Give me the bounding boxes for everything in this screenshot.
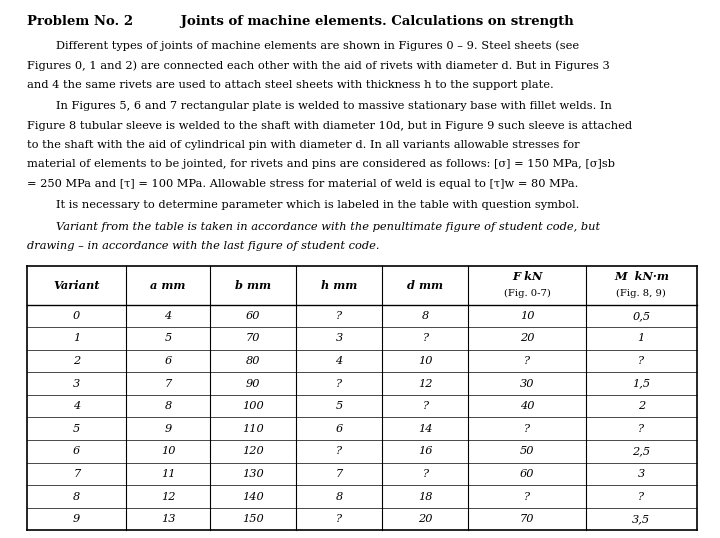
Text: 5: 5 xyxy=(336,401,343,411)
Text: 70: 70 xyxy=(520,514,534,524)
Text: 8: 8 xyxy=(164,401,171,411)
Text: ?: ? xyxy=(638,356,644,366)
Text: (Fig. 0-7): (Fig. 0-7) xyxy=(503,289,551,298)
Text: drawing – in accordance with the last figure of student code.: drawing – in accordance with the last fi… xyxy=(27,241,380,251)
Text: 7: 7 xyxy=(164,379,171,388)
Text: 7: 7 xyxy=(73,469,81,479)
Text: 8: 8 xyxy=(336,492,343,501)
Text: 3: 3 xyxy=(336,334,343,343)
Text: It is necessary to determine parameter which is labeled in the table with questi: It is necessary to determine parameter w… xyxy=(27,200,580,210)
Text: 140: 140 xyxy=(242,492,264,501)
Text: ?: ? xyxy=(423,469,428,479)
Text: ?: ? xyxy=(638,424,644,434)
Text: 20: 20 xyxy=(418,514,433,524)
Text: Variant from the table is taken in accordance with the penultimate figure of stu: Variant from the table is taken in accor… xyxy=(27,222,600,232)
Text: In Figures 5, 6 and 7 rectangular plate is welded to massive stationary base wit: In Figures 5, 6 and 7 rectangular plate … xyxy=(27,101,612,111)
Text: 20: 20 xyxy=(520,334,534,343)
Text: = 250 MPa and [τ] = 100 MPa. Allowable stress for material of weld is equal to [: = 250 MPa and [τ] = 100 MPa. Allowable s… xyxy=(27,179,579,189)
Text: 10: 10 xyxy=(520,311,534,321)
Text: 8: 8 xyxy=(73,492,81,501)
Text: 3: 3 xyxy=(638,469,645,479)
Text: 3: 3 xyxy=(73,379,81,388)
Text: 2: 2 xyxy=(638,401,645,411)
Text: Figures 0, 1 and 2) are connected each other with the aid of rivets with diamete: Figures 0, 1 and 2) are connected each o… xyxy=(27,60,610,71)
Text: 18: 18 xyxy=(418,492,433,501)
Text: Different types of joints of machine elements are shown in Figures 0 – 9. Steel : Different types of joints of machine ele… xyxy=(27,41,580,52)
Text: 0: 0 xyxy=(73,311,81,321)
Text: 9: 9 xyxy=(164,424,171,434)
Text: Figure 8 tubular sleeve is welded to the shaft with diameter 10d, but in Figure : Figure 8 tubular sleeve is welded to the… xyxy=(27,121,632,131)
Text: ?: ? xyxy=(423,401,428,411)
Text: 130: 130 xyxy=(242,469,264,479)
Text: 110: 110 xyxy=(242,424,264,434)
Text: 3,5: 3,5 xyxy=(632,514,650,524)
Text: 80: 80 xyxy=(246,356,260,366)
Text: a mm: a mm xyxy=(150,280,186,291)
Text: 60: 60 xyxy=(520,469,534,479)
Text: 6: 6 xyxy=(164,356,171,366)
Text: d mm: d mm xyxy=(408,280,444,291)
Text: 6: 6 xyxy=(73,447,81,456)
Text: and 4 the same rivets are used to attach steel sheets with thickness h to the su: and 4 the same rivets are used to attach… xyxy=(27,80,554,90)
Text: 8: 8 xyxy=(422,311,429,321)
Text: 2,5: 2,5 xyxy=(632,447,650,456)
Text: Joints of machine elements. Calculations on strength: Joints of machine elements. Calculations… xyxy=(153,15,574,28)
Text: 5: 5 xyxy=(73,424,81,434)
Text: M  kN·m: M kN·m xyxy=(614,271,669,282)
Text: ?: ? xyxy=(336,311,342,321)
Text: ?: ? xyxy=(336,514,342,524)
Text: 10: 10 xyxy=(161,447,175,456)
Text: ?: ? xyxy=(423,334,428,343)
Text: 7: 7 xyxy=(336,469,343,479)
Text: 40: 40 xyxy=(520,401,534,411)
Text: 1,5: 1,5 xyxy=(632,379,650,388)
Text: 0,5: 0,5 xyxy=(632,311,650,321)
Text: 13: 13 xyxy=(161,514,175,524)
Text: b mm: b mm xyxy=(235,280,271,291)
Text: F kN: F kN xyxy=(512,271,542,282)
Text: 10: 10 xyxy=(418,356,433,366)
Text: ?: ? xyxy=(524,424,530,434)
Text: 14: 14 xyxy=(418,424,433,434)
Text: to the shaft with the aid of cylindrical pin with diameter d. In all variants al: to the shaft with the aid of cylindrical… xyxy=(27,140,580,150)
Text: 30: 30 xyxy=(520,379,534,388)
Text: 6: 6 xyxy=(336,424,343,434)
Text: material of elements to be jointed, for rivets and pins are considered as follow: material of elements to be jointed, for … xyxy=(27,159,616,169)
Text: (Fig. 8, 9): (Fig. 8, 9) xyxy=(616,289,666,298)
Text: h mm: h mm xyxy=(321,280,357,291)
Text: Problem No. 2: Problem No. 2 xyxy=(27,15,133,28)
Text: 12: 12 xyxy=(161,492,175,501)
Text: ?: ? xyxy=(336,447,342,456)
Text: 4: 4 xyxy=(164,311,171,321)
Text: 11: 11 xyxy=(161,469,175,479)
Text: 100: 100 xyxy=(242,401,264,411)
Text: 4: 4 xyxy=(73,401,81,411)
Text: Variant: Variant xyxy=(53,280,100,291)
Text: 1: 1 xyxy=(638,334,645,343)
Text: ?: ? xyxy=(524,492,530,501)
Text: ?: ? xyxy=(638,492,644,501)
Text: 16: 16 xyxy=(418,447,433,456)
Text: 1: 1 xyxy=(73,334,81,343)
Text: 150: 150 xyxy=(242,514,264,524)
Text: 70: 70 xyxy=(246,334,260,343)
Text: 2: 2 xyxy=(73,356,81,366)
Text: 120: 120 xyxy=(242,447,264,456)
Text: 12: 12 xyxy=(418,379,433,388)
Text: 60: 60 xyxy=(246,311,260,321)
Text: 9: 9 xyxy=(73,514,81,524)
Text: ?: ? xyxy=(524,356,530,366)
Bar xyxy=(27,266,697,530)
Text: 50: 50 xyxy=(520,447,534,456)
Text: 4: 4 xyxy=(336,356,343,366)
Text: 90: 90 xyxy=(246,379,260,388)
Text: 5: 5 xyxy=(164,334,171,343)
Text: ?: ? xyxy=(336,379,342,388)
